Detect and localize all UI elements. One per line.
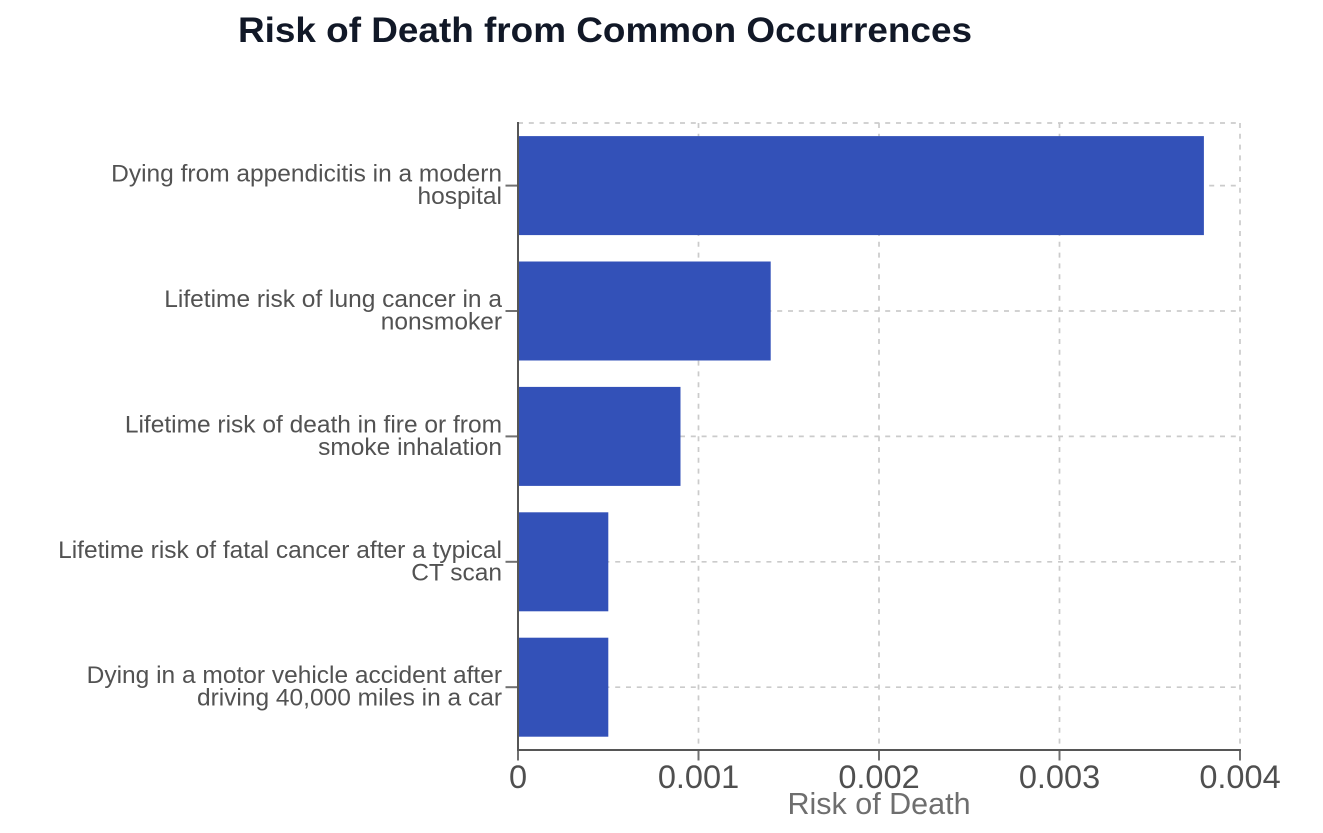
svg-text:hospital: hospital [418,183,502,210]
svg-text:0.003: 0.003 [1019,759,1100,795]
svg-text:0: 0 [509,759,527,795]
svg-text:smoke inhalation: smoke inhalation [318,434,502,461]
svg-text:CT scan: CT scan [411,559,502,586]
svg-text:Lifetime risk of death in fire: Lifetime risk of death in fire or from [125,411,502,438]
svg-text:Dying in a motor vehicle accid: Dying in a motor vehicle accident after [87,662,502,689]
svg-text:Lifetime risk of lung cancer i: Lifetime risk of lung cancer in a [164,286,502,313]
svg-text:0.004: 0.004 [1199,759,1280,795]
svg-text:driving 40,000 miles in a car: driving 40,000 miles in a car [197,685,502,712]
svg-text:Risk of Death: Risk of Death [787,787,970,821]
svg-text:Lifetime risk of fatal cancer: Lifetime risk of fatal cancer after a ty… [58,537,502,564]
svg-text:0.002: 0.002 [838,759,919,795]
svg-text:nonsmoker: nonsmoker [381,309,502,336]
svg-text:Dying from appendicitis in a m: Dying from appendicitis in a modern [111,161,502,188]
svg-text:0.001: 0.001 [658,759,739,795]
svg-text:Risk of Death from Common Occu: Risk of Death from Common Occurrences [238,11,972,50]
